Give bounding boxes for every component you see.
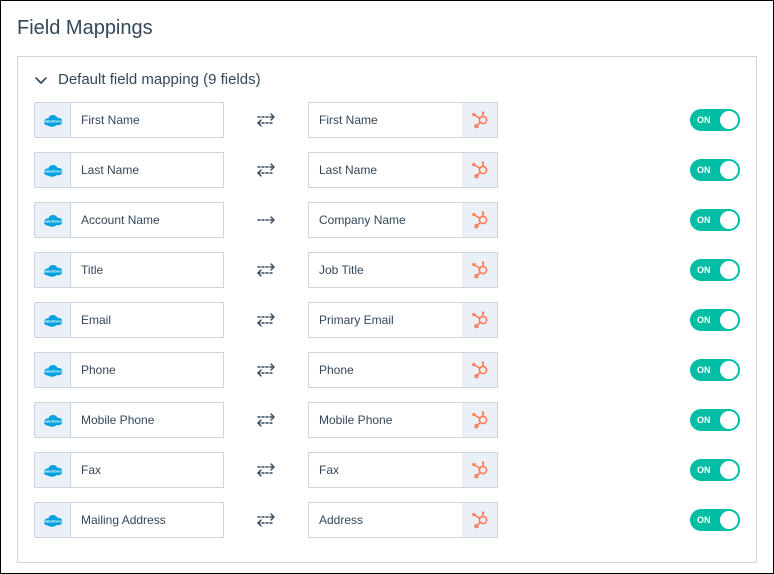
enable-toggle[interactable]: ON [690,309,740,331]
sync-direction-icon[interactable] [224,311,308,329]
source-field[interactable]: Phone [70,352,224,388]
enable-toggle[interactable]: ON [690,509,740,531]
salesforce-icon: salesforce [34,502,70,538]
hubspot-icon [462,202,498,238]
toggle-knob [720,211,738,229]
target-field[interactable]: Fax [308,452,462,488]
svg-text:salesforce: salesforce [43,419,64,424]
target-field[interactable]: Address [308,502,462,538]
target-field[interactable]: Mobile Phone [308,402,462,438]
source-field[interactable]: Account Name [70,202,224,238]
hubspot-icon [462,402,498,438]
salesforce-icon: salesforce [34,202,70,238]
sync-direction-icon[interactable] [224,361,308,379]
toggle-knob [720,111,738,129]
sync-direction-icon[interactable] [224,411,308,429]
toggle-knob [720,261,738,279]
toggle-label: ON [697,359,711,381]
source-field[interactable]: First Name [70,102,224,138]
section-title: Default field mapping (9 fields) [58,71,261,88]
hubspot-icon [462,502,498,538]
source-field[interactable]: Title [70,252,224,288]
enable-toggle[interactable]: ON [690,359,740,381]
svg-text:salesforce: salesforce [43,319,64,324]
chevron-down-icon [34,73,48,87]
svg-text:salesforce: salesforce [43,519,64,524]
target-field[interactable]: Primary Email [308,302,462,338]
svg-text:salesforce: salesforce [43,219,64,224]
salesforce-icon: salesforce [34,152,70,188]
target-field[interactable]: Company Name [308,202,462,238]
target-field[interactable]: First Name [308,102,462,138]
svg-text:salesforce: salesforce [43,269,64,274]
target-field[interactable]: Last Name [308,152,462,188]
sync-direction-icon[interactable] [224,161,308,179]
mapping-row: salesforce Mobile Phone Mobile Phone [34,402,740,438]
hubspot-icon [462,152,498,188]
source-field[interactable]: Mailing Address [70,502,224,538]
toggle-label: ON [697,209,711,231]
source-field[interactable]: Fax [70,452,224,488]
mapping-row: salesforce Title Job Title ON [34,252,740,288]
hubspot-icon [462,102,498,138]
mapping-row: salesforce Account Name Company Name ON [34,202,740,238]
toggle-label: ON [697,409,711,431]
toggle-knob [720,511,738,529]
toggle-label: ON [697,109,711,131]
target-field[interactable]: Phone [308,352,462,388]
salesforce-icon: salesforce [34,302,70,338]
mapping-row: salesforce Fax Fax ON [34,452,740,488]
toggle-label: ON [697,309,711,331]
hubspot-icon [462,452,498,488]
field-mappings-container: Field Mappings Default field mapping (9 … [0,0,774,574]
salesforce-icon: salesforce [34,102,70,138]
default-mapping-panel: Default field mapping (9 fields) salesfo… [17,56,757,563]
toggle-label: ON [697,159,711,181]
enable-toggle[interactable]: ON [690,259,740,281]
source-field[interactable]: Email [70,302,224,338]
sync-direction-icon[interactable] [224,111,308,129]
sync-direction-icon[interactable] [224,461,308,479]
source-field[interactable]: Mobile Phone [70,402,224,438]
svg-text:salesforce: salesforce [43,119,64,124]
svg-text:salesforce: salesforce [43,469,64,474]
mapping-row: salesforce Mailing Address Address [34,502,740,538]
enable-toggle[interactable]: ON [690,159,740,181]
enable-toggle[interactable]: ON [690,109,740,131]
section-header[interactable]: Default field mapping (9 fields) [34,71,740,88]
svg-text:salesforce: salesforce [43,369,64,374]
mapping-row: salesforce Email Primary Email [34,302,740,338]
toggle-knob [720,411,738,429]
svg-text:salesforce: salesforce [43,169,64,174]
toggle-label: ON [697,509,711,531]
toggle-knob [720,161,738,179]
mapping-rows: salesforce First Name First Name [34,102,740,538]
salesforce-icon: salesforce [34,402,70,438]
target-field[interactable]: Job Title [308,252,462,288]
toggle-label: ON [697,459,711,481]
sync-direction-icon[interactable] [224,211,308,229]
hubspot-icon [462,352,498,388]
toggle-knob [720,361,738,379]
salesforce-icon: salesforce [34,252,70,288]
enable-toggle[interactable]: ON [690,209,740,231]
toggle-label: ON [697,259,711,281]
enable-toggle[interactable]: ON [690,409,740,431]
hubspot-icon [462,252,498,288]
mapping-row: salesforce Last Name Last Name [34,152,740,188]
hubspot-icon [462,302,498,338]
mapping-row: salesforce First Name First Name [34,102,740,138]
toggle-knob [720,311,738,329]
page-title: Field Mappings [17,17,757,40]
mapping-row: salesforce Phone Phone ON [34,352,740,388]
toggle-knob [720,461,738,479]
salesforce-icon: salesforce [34,352,70,388]
source-field[interactable]: Last Name [70,152,224,188]
sync-direction-icon[interactable] [224,261,308,279]
enable-toggle[interactable]: ON [690,459,740,481]
salesforce-icon: salesforce [34,452,70,488]
sync-direction-icon[interactable] [224,511,308,529]
